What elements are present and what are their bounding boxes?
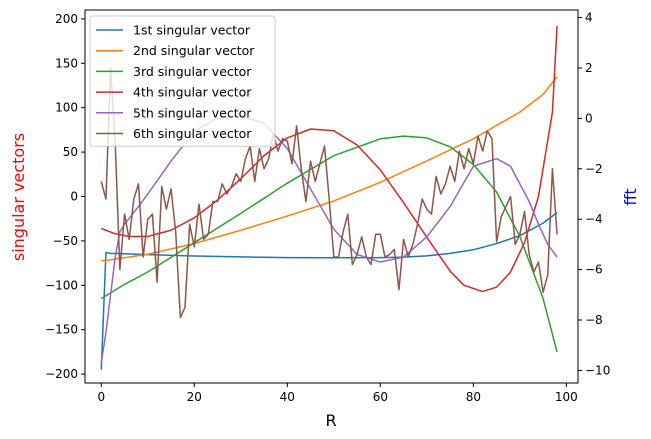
legend-label-6th-singular-vector: 6th singular vector [133,126,252,141]
y-left-tick-label: 50 [63,145,78,159]
y-right-axis-title: fft [621,188,640,205]
y-left-tick-label: 200 [55,12,78,26]
y-right-tick-label: 4 [585,11,593,25]
legend-label-2nd-singular-vector: 2nd singular vector [133,43,255,58]
y-left-tick-label: 100 [55,101,78,115]
series-line-2nd-singular-vector [101,76,558,262]
y-left-axis-title: singular vectors [9,133,28,261]
series-line-1st-singular-vector [100,211,558,370]
legend-label-3rd-singular-vector: 3rd singular vector [133,64,252,79]
legend-label-4th-singular-vector: 4th singular vector [133,85,252,100]
y-left-tick-label: 0 [70,190,78,204]
x-tick-label: 20 [187,390,202,404]
y-right-tick-label: −4 [585,212,603,226]
legend-label-5th-singular-vector: 5th singular vector [133,105,252,120]
series-layer [100,25,558,370]
x-tick-label: 40 [280,390,295,404]
legend-label-1st-singular-vector: 1st singular vector [133,23,251,38]
y-left-ticks: −200 −150 −100 −50 0 50 100 150 200 [45,12,85,381]
y-right-tick-label: −2 [585,162,603,176]
y-left-tick-label: 150 [55,56,78,70]
y-left-tick-label: −50 [53,234,78,248]
x-tick-label: 60 [373,390,388,404]
x-tick-label: 80 [466,390,481,404]
legend: 1st singular vector 2nd singular vector 3r… [89,15,276,147]
x-axis-title: R [325,411,336,430]
y-right-tick-label: 0 [585,111,593,125]
y-right-tick-label: 2 [585,61,593,75]
legend-box [89,15,276,147]
x-tick-label: 0 [97,390,105,404]
y-right-tick-label: −6 [585,263,603,277]
series-line-4th-singular-vector [101,25,558,293]
y-left-tick-label: −200 [45,367,78,381]
x-tick-label: 100 [555,390,578,404]
y-left-tick-label: −100 [45,278,78,292]
y-left-tick-label: −150 [45,323,78,337]
y-right-ticks: −10 −8 −6 −4 −2 0 2 4 [578,11,610,377]
series-line-6th-singular-vector [100,67,558,319]
x-ticks: 0 20 40 60 80 100 [97,383,578,404]
y-right-tick-label: −10 [585,363,610,377]
series-line-3rd-singular-vector [100,135,558,353]
y-right-tick-label: −8 [585,313,603,327]
